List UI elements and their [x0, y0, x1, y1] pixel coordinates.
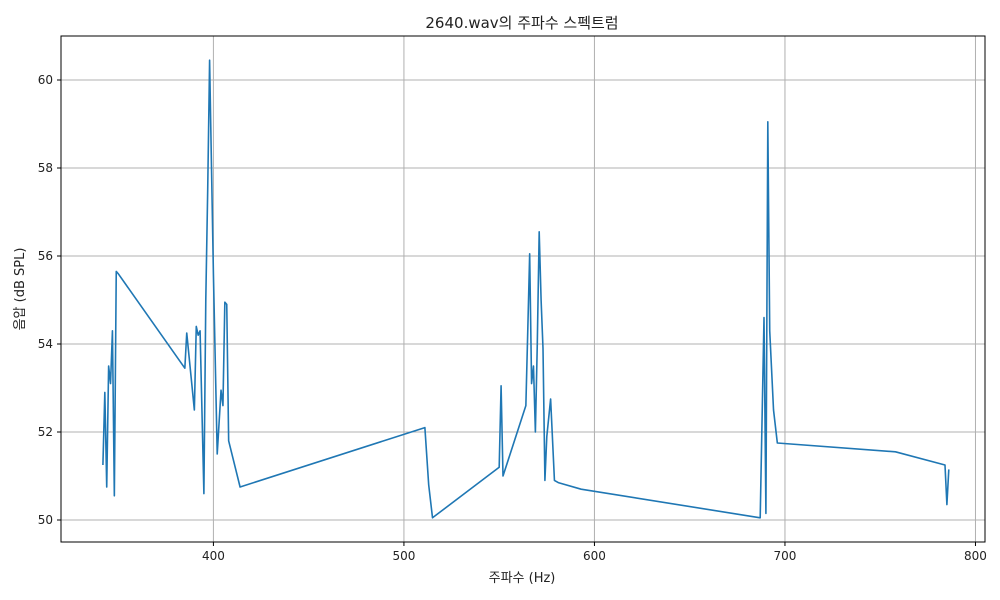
x-tick-label: 600 [583, 549, 606, 563]
y-tick-label: 52 [38, 425, 53, 439]
grid [61, 36, 985, 542]
x-axis-label: 주파수 (Hz) [489, 571, 556, 586]
y-axis-label: 음압 (dB SPL) [13, 248, 28, 331]
series-line [102, 59, 950, 519]
y-tick-label: 50 [38, 513, 53, 527]
x-tick-label: 800 [964, 549, 987, 563]
y-axis-ticks: 50 52 54 56 58 60 [38, 73, 61, 527]
x-tick-label: 500 [392, 549, 415, 563]
chart-title: 2640.wav의 주파수 스펙트럼 [425, 14, 618, 32]
y-tick-label: 56 [38, 249, 53, 263]
y-tick-label: 58 [38, 161, 53, 175]
x-tick-label: 400 [202, 549, 225, 563]
plot-frame [60, 35, 986, 543]
x-axis-ticks: 400 500 600 700 800 [202, 542, 987, 563]
x-tick-label: 700 [774, 549, 797, 563]
y-tick-label: 54 [38, 337, 53, 351]
y-tick-label: 60 [38, 73, 53, 87]
